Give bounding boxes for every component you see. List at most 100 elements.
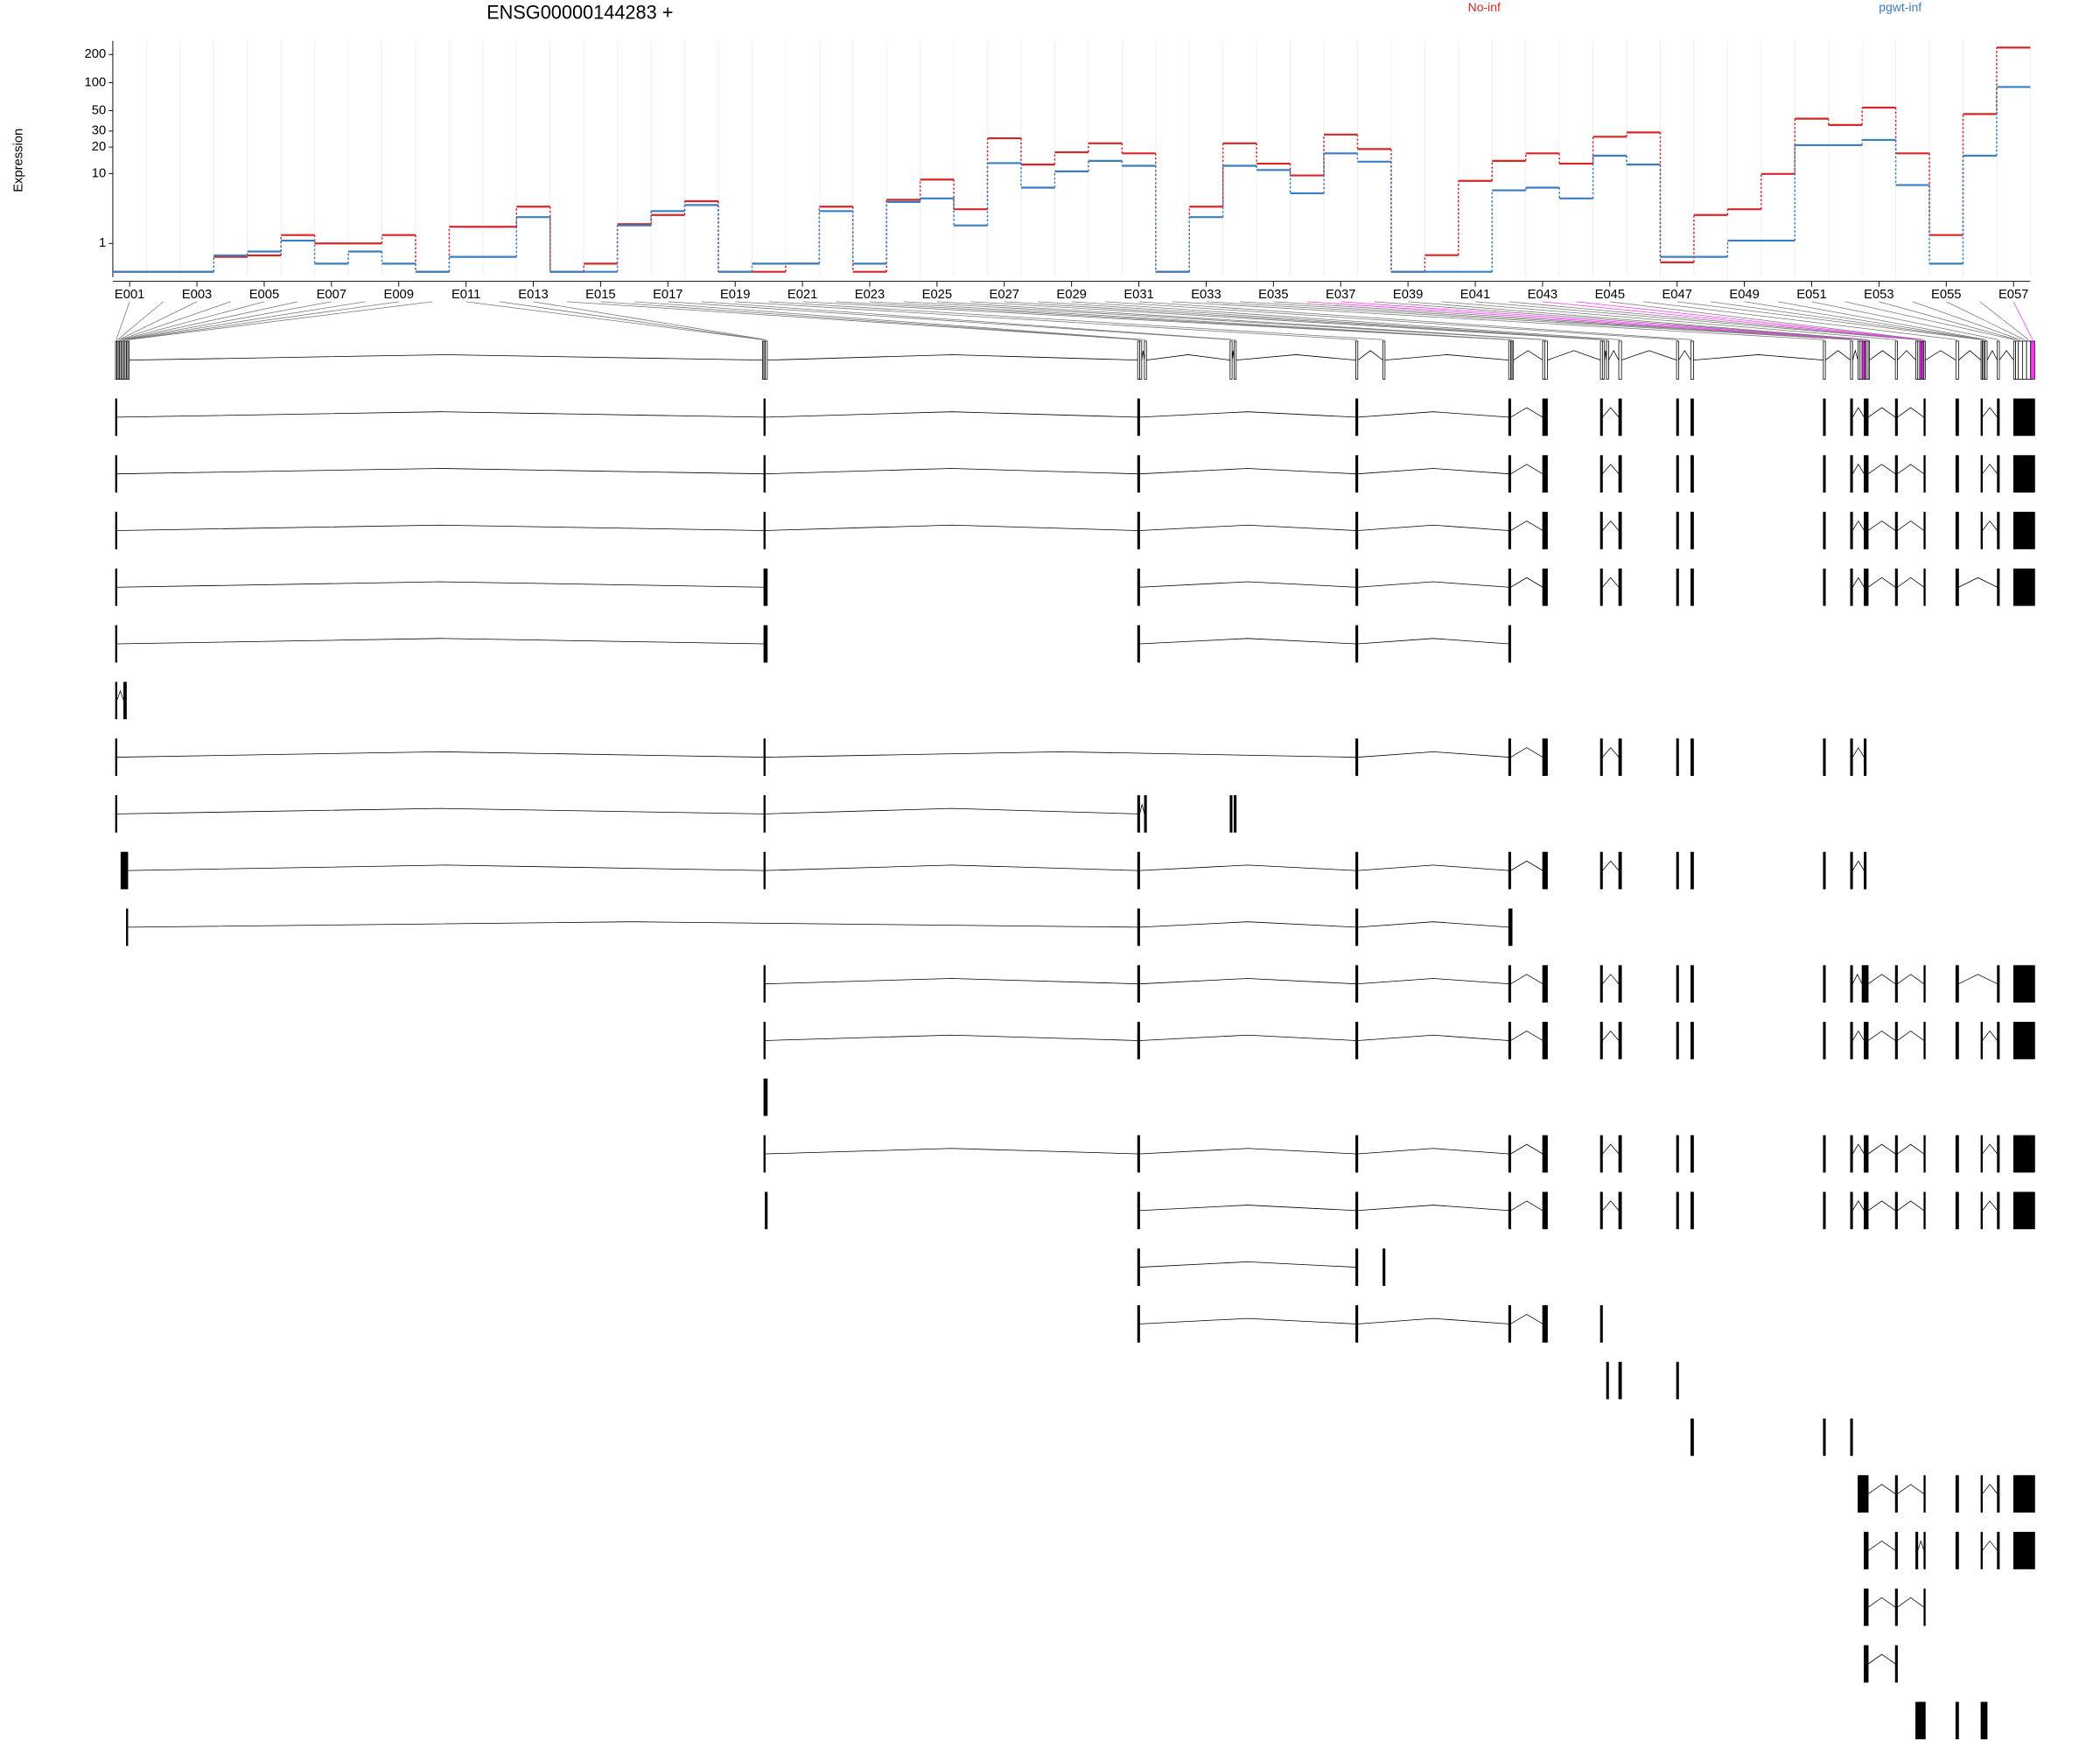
intron: [1357, 524, 1509, 531]
transcript-exon: [2030, 965, 2035, 1003]
x-tick-label: E017: [653, 288, 682, 302]
x-tick-label: E045: [1595, 288, 1625, 302]
transcript-exon: [1850, 851, 1853, 890]
intron: [765, 1148, 1138, 1155]
transcript-exon: [2015, 398, 2020, 437]
transcript-exon: [2026, 1135, 2032, 1173]
transcript-exon: [1850, 965, 1853, 1003]
intron: [1146, 354, 1230, 361]
transcript-exon: [1866, 1532, 1869, 1569]
transcript-exon: [1894, 568, 1898, 606]
transcript-exon: [1137, 1191, 1140, 1230]
transcript-exon: [763, 398, 766, 437]
transcript-exon: [1850, 738, 1853, 776]
transcript-exon: [2022, 455, 2027, 493]
transcript-exon: [1823, 568, 1826, 606]
exon-connector: [802, 301, 1510, 340]
transcript-exon: [2018, 1532, 2023, 1569]
intron: [1602, 747, 1620, 758]
transcript-exon: [1980, 512, 1983, 549]
intron: [1139, 468, 1356, 475]
transcript-exon: [1544, 1304, 1548, 1343]
x-tick-label: E053: [1864, 288, 1894, 302]
transcript-exon: [1137, 568, 1140, 606]
transcript-exon: [2022, 965, 2027, 1003]
intron: [1513, 350, 1544, 360]
exon-connector: [533, 301, 766, 340]
exon-connector: [836, 301, 1512, 340]
transcript-exon: [1355, 625, 1359, 663]
exon-connector: [1912, 301, 2021, 340]
exon-connector: [668, 301, 1231, 340]
transcript-exon: [126, 908, 129, 947]
exon-connector: [1172, 301, 1825, 340]
intron: [1867, 521, 1896, 531]
transcript-exon: [1690, 965, 1694, 1003]
transcript-exon: [1676, 1361, 1679, 1400]
transcript-exon: [2022, 1191, 2027, 1230]
exon-connector: [1038, 301, 1608, 340]
transcript-exon: [1510, 908, 1513, 947]
transcript-exon: [1234, 794, 1237, 833]
gene-exon: [1690, 340, 1694, 380]
intron: [1139, 1317, 1356, 1324]
transcript-exon: [1600, 568, 1603, 606]
exon-connector: [1811, 301, 1998, 340]
intron: [1867, 1653, 1896, 1665]
exon-connector: [122, 301, 298, 340]
transcript-exon: [2018, 568, 2023, 606]
gene-exon: [1382, 340, 1386, 380]
gene-exon: [2026, 340, 2032, 380]
gene-exon: [1676, 340, 1679, 380]
intron: [116, 751, 764, 758]
transcript-exon: [1894, 1191, 1898, 1230]
x-tick-label: E041: [1460, 288, 1490, 302]
transcript-exon: [1508, 965, 1511, 1003]
intron: [1357, 921, 1509, 928]
transcript-exon: [1690, 851, 1694, 890]
intron: [1139, 638, 1356, 645]
intron: [1357, 1205, 1509, 1212]
intron: [765, 807, 1138, 814]
intron: [1897, 577, 1924, 588]
transcript-exon: [2022, 398, 2027, 437]
intron: [1602, 577, 1620, 588]
gene-exon: [765, 340, 768, 380]
intron: [1897, 464, 1924, 474]
transcript-exon: [2026, 1475, 2032, 1513]
intron: [1852, 407, 1865, 418]
intron: [116, 524, 764, 531]
intron: [1357, 1148, 1509, 1155]
transcript-exon: [1676, 738, 1679, 776]
transcript-exon: [1997, 398, 2000, 437]
intron: [1867, 1143, 1896, 1155]
chart-title: ENSG00000144283 +: [486, 1, 673, 23]
intron: [1357, 864, 1509, 871]
transcript-exon: [1997, 1191, 2000, 1230]
transcript-exon: [1997, 1475, 2000, 1513]
transcript-exon: [1850, 1418, 1853, 1457]
transcript-exon: [1355, 908, 1359, 947]
transcript-exon: [2030, 398, 2035, 437]
intron: [1602, 464, 1620, 474]
transcript-exon: [1980, 1532, 1983, 1569]
gene-exon: [1602, 340, 1606, 380]
transcript-exon: [2015, 1191, 2020, 1230]
transcript-exon: [1508, 398, 1511, 437]
transcript-exon: [1955, 1022, 1959, 1059]
transcript-exon: [1866, 455, 1869, 493]
intron: [765, 751, 1356, 758]
intron: [1357, 1317, 1509, 1324]
transcript-exon: [1508, 512, 1511, 549]
x-tick-label: E021: [788, 288, 817, 302]
y-tick-label: 100: [85, 75, 107, 89]
transcript-exon: [1866, 965, 1869, 1003]
transcript-exon: [1355, 1248, 1359, 1286]
transcript-exon: [1508, 738, 1511, 776]
transcript-exon: [1866, 1191, 1869, 1230]
intron: [1897, 1200, 1924, 1212]
transcript-exon: [1600, 455, 1603, 493]
gene-exon: [1618, 340, 1622, 380]
transcript-exon: [1894, 1022, 1898, 1059]
